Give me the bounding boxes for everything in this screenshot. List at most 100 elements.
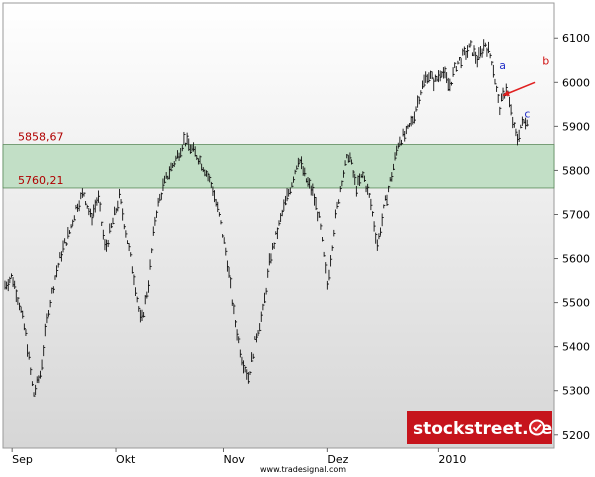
price-bar [484,42,487,48]
price-bar [354,173,357,185]
price-bar [243,360,246,374]
price-bar [451,81,454,86]
price-bar [518,129,521,142]
level-label: 5760,21 [18,174,64,187]
price-bar [468,43,471,48]
price-bar [368,193,371,198]
price-bar [133,274,136,286]
price-bar [157,197,160,207]
price-bar [520,124,523,129]
price-bar [322,237,325,242]
price-bar [297,157,300,168]
price-bar [10,273,14,278]
price-bar [349,152,352,163]
y-tick-label: 5200 [562,429,590,442]
check-mark-icon [532,423,542,432]
price-bar [238,336,241,344]
price-bar [341,180,344,187]
y-tick-label: 5300 [562,385,590,398]
price-bar [217,201,220,213]
price-bar [475,51,478,64]
price-bar [396,145,399,156]
price-bar [19,302,22,311]
price-bar [346,153,349,159]
price-bar [49,299,52,308]
price-bar [375,232,378,244]
price-bar [112,217,115,225]
price-bar [122,208,125,221]
price-bar [255,333,259,343]
price-bar [267,268,270,278]
price-bar [489,53,492,59]
price-bar [320,223,323,230]
price-bar [401,139,404,146]
price-bar [99,201,102,212]
price-bar [78,200,81,212]
price-bar [526,119,529,127]
wave-label-b: b [542,55,549,68]
price-bar [233,303,236,315]
price-bar [264,292,267,304]
price-bar [304,167,307,177]
price-bar [497,93,500,103]
price-bar [491,61,494,66]
price-bar [14,280,17,289]
price-bar [22,310,25,319]
price-bar [301,156,304,170]
price-bar [159,193,162,202]
price-bar [478,47,481,60]
price-bar [286,188,289,202]
price-bar [334,209,338,219]
price-bar [222,234,225,238]
price-bar [352,170,355,178]
price-bar [428,72,431,83]
price-bar [344,160,347,166]
price-bar [515,128,518,137]
price-bar [415,106,418,112]
price-bar [218,212,221,217]
price-bar [343,170,346,178]
price-bar [102,229,105,240]
price-bar [181,144,184,152]
price-bar [164,175,167,184]
price-bar [257,329,260,336]
y-tick-label: 6100 [562,32,590,45]
price-bar [439,70,442,82]
price-bar [91,213,94,226]
price-bar [130,252,133,257]
price-bar [117,200,120,212]
price-bar [481,48,484,58]
price-bar [101,221,104,227]
price-bar [33,392,36,397]
price-bar [362,171,365,179]
price-bar [431,71,434,80]
price-bar [363,175,367,182]
price-bar [23,323,26,331]
price-bar [294,169,297,175]
price-bar [25,329,28,337]
price-bar [83,192,86,197]
logo-text: stockstreet.de [413,419,552,439]
x-tick-label: Okt [116,453,136,466]
level-label: 5858,67 [18,131,64,144]
price-bar [278,220,281,226]
price-bar [235,319,238,328]
price-bar [173,161,176,167]
price-bar [73,215,76,221]
price-bar [500,93,504,102]
y-tick-label: 5500 [562,297,590,310]
price-bar [109,223,112,234]
price-bar [69,230,72,235]
price-bar [15,289,18,303]
price-bar [244,366,247,373]
price-bar [284,195,288,206]
price-bar [459,56,462,61]
price-bar [162,178,165,191]
price-bar [488,41,491,54]
price-bar [492,64,495,78]
price-bar [413,111,416,124]
price-bar [107,239,110,248]
price-bar [444,66,447,79]
price-bar [206,170,209,177]
price-bar [98,190,101,203]
